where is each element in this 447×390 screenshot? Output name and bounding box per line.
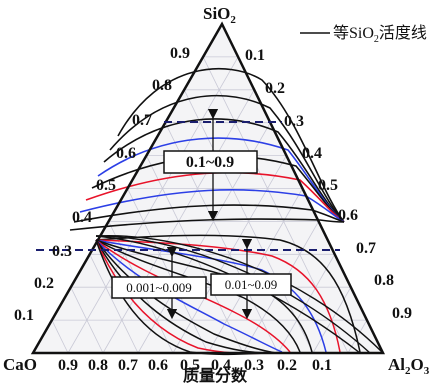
range-label-mid: 0.01~0.09 — [225, 277, 278, 292]
tick-right: 0.7 — [356, 240, 376, 257]
range-box-low — [111, 276, 207, 299]
legend-label: 等SiO2活度线 — [333, 24, 427, 45]
tick-left: 0.6 — [116, 145, 136, 162]
grid-line — [89, 254, 139, 354]
tick-right: 0.4 — [302, 145, 322, 162]
activity-curve — [79, 189, 345, 223]
grid-line — [207, 188, 303, 354]
tick-bottom: 0.3 — [244, 357, 264, 374]
grid-line — [51, 319, 69, 354]
range-box-high — [163, 150, 258, 174]
tick-right: 0.1 — [245, 47, 265, 64]
tick-right: 0.8 — [374, 272, 394, 289]
tick-left: 0.2 — [34, 275, 54, 292]
activity-curve — [103, 118, 345, 223]
tick-bottom: 0.2 — [277, 357, 297, 374]
tick-left: 0.1 — [14, 307, 34, 324]
tick-left: 0.8 — [152, 77, 172, 94]
tick-right: 0.3 — [284, 113, 304, 130]
range-box-mid — [210, 273, 292, 296]
grid-line — [67, 56, 239, 354]
tick-left: 0.3 — [52, 243, 72, 260]
tick-left: 0.5 — [96, 177, 116, 194]
tick-bottom: 0.4 — [211, 357, 231, 374]
activity-curve — [95, 239, 283, 353]
tick-right: 0.9 — [392, 305, 412, 322]
activity-curve — [117, 67, 345, 223]
triangle-outline — [30, 21, 386, 355]
tick-bottom: 0.9 — [58, 357, 78, 374]
activity-curve — [95, 235, 371, 354]
activity-curve — [91, 155, 345, 223]
activity-curve — [95, 239, 291, 353]
vertex-label-cao: CaO — [3, 355, 37, 374]
activity-curve — [95, 234, 361, 353]
activity-curve — [109, 94, 345, 223]
tick-bottom: 0.6 — [148, 357, 168, 374]
activity-curve — [73, 204, 345, 223]
range-label-low: 0.001~0.009 — [126, 280, 192, 295]
activity-curve — [85, 171, 345, 223]
tick-bottom: 0.8 — [88, 357, 108, 374]
activity-curve — [95, 239, 277, 354]
vertex-label-al2o3: Al2O3 — [388, 355, 430, 377]
tick-bottom: 0.5 — [180, 357, 200, 374]
activity-curve — [69, 218, 345, 231]
tick-right: 0.5 — [318, 177, 338, 194]
tick-right: 0.6 — [338, 207, 358, 224]
tick-bottom: 0.1 — [312, 357, 332, 374]
tick-left: 0.4 — [72, 209, 92, 226]
tick-right: 0.2 — [265, 80, 285, 97]
vertex-label-sio2: SiO2 — [203, 4, 236, 26]
grid-line — [183, 89, 314, 354]
activity-curve — [95, 235, 384, 354]
tick-left: 0.7 — [132, 112, 152, 129]
grid-line — [347, 319, 368, 354]
tick-left: 0.9 — [170, 45, 190, 62]
range-label-high: 0.1~0.9 — [186, 154, 234, 171]
axis-title: 质量分数 — [183, 366, 248, 385]
tick-bottom: 0.7 — [118, 357, 138, 374]
tick-labels: 0.9 0.8 0.7 0.6 0.5 0.4 0.3 0.2 0.10.90.80.70.60… — [14, 45, 412, 374]
